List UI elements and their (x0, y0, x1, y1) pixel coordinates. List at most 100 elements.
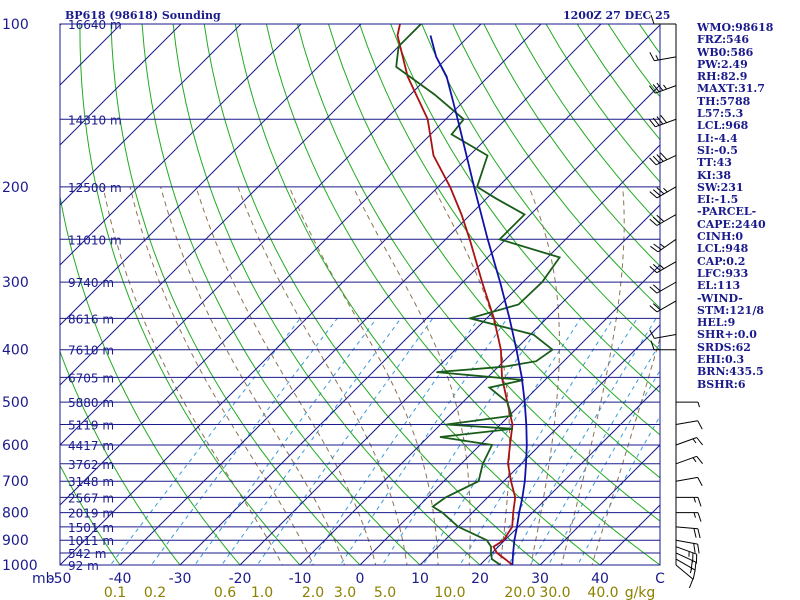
height-label: 8616 m (68, 312, 114, 326)
height-label: 542 m (68, 547, 106, 561)
height-label: 5880 m (68, 396, 114, 410)
mixing-ratio-label: 0.2 (144, 585, 166, 600)
mixing-ratio-line (256, 318, 434, 565)
mixing-ratio-label: 0.6 (214, 585, 236, 600)
height-label: 7610 m (68, 344, 114, 358)
pressure-tick-label: 600 (2, 438, 29, 454)
height-label: 12500 m (68, 181, 122, 195)
height-label: 1011 m (68, 534, 114, 548)
moist-adiabat (102, 186, 284, 565)
index-item: HEL:9 (697, 316, 736, 330)
pressure-tick-label: 500 (2, 395, 29, 411)
wind-barb (675, 420, 703, 430)
mixing-ratio-line (529, 342, 660, 565)
temperature-tick-label: -50 (49, 571, 72, 587)
mixing-ratio-label: 40.0 (587, 585, 618, 600)
index-item: BSHR:6 (697, 377, 746, 391)
index-item: MAXT:31.7 (697, 82, 765, 96)
temperature-tick-label: 30 (531, 571, 549, 587)
height-label: 5119 m (68, 419, 114, 433)
isotherm (359, 264, 660, 565)
sounding-title: BP618 (98618) Sounding (65, 9, 221, 22)
index-item: STM:121/8 (697, 303, 764, 317)
moist-adiabat (352, 186, 471, 565)
index-item: WMO:98618 (697, 21, 774, 34)
index-item: LCL:968 (697, 119, 749, 133)
y-unit-label: mb (32, 571, 55, 587)
dry-adiabat (265, 24, 660, 565)
pressure-tick-label: 700 (2, 474, 29, 490)
dry-adiabat (79, 24, 301, 565)
pressure-tick-label: 1000 (2, 558, 38, 574)
wind-barb (675, 401, 700, 408)
wind-barb (675, 546, 698, 564)
index-item: L57:5.3 (697, 107, 744, 121)
dry-adiabat (483, 24, 660, 267)
height-label: 2019 m (68, 507, 114, 521)
plot-frame (59, 23, 661, 566)
isotherm (539, 444, 660, 565)
mixing-ratio-line (150, 317, 338, 565)
pressure-tick-label: 800 (2, 506, 29, 522)
index-item: RH:82.9 (697, 70, 748, 84)
pressure-tick-label: 300 (2, 275, 29, 291)
dry-adiabat (421, 24, 660, 351)
isotherm (60, 24, 302, 266)
isotherm (239, 144, 660, 565)
index-item: SI:-0.5 (697, 143, 738, 157)
dry-adiabat (234, 24, 601, 565)
wind-barb (649, 261, 677, 274)
wind-barb (650, 14, 676, 25)
wind-barb (649, 281, 677, 294)
isotherm (479, 384, 660, 565)
index-item: EI:-1.5 (697, 193, 739, 207)
index-item: BRN:435.5 (697, 365, 764, 379)
isotherm (60, 24, 182, 146)
temperature-tick-label: -40 (109, 571, 132, 587)
temperature-tick-label: -10 (289, 571, 312, 587)
index-item: SRDS:62 (697, 340, 751, 354)
wind-barb (675, 564, 694, 589)
dewpoint-profile (395, 24, 562, 565)
isotherm (60, 24, 482, 446)
pressure-tick-label: 200 (2, 180, 29, 196)
height-label: 2567 m (68, 491, 114, 505)
isotherm (119, 24, 660, 565)
index-item: KI:38 (697, 168, 732, 182)
index-item: WB0:586 (697, 45, 754, 59)
height-label: 3148 m (68, 475, 114, 489)
dry-adiabat (141, 24, 421, 565)
temperature-tick-label: 40 (591, 571, 609, 587)
mixing-ratio-label: 1.0 (251, 585, 273, 600)
mixing-ratio-unit: g/kg (625, 585, 656, 600)
wind-barb (649, 214, 677, 226)
index-item: FRZ:546 (697, 33, 750, 47)
isotherm (0, 24, 1, 565)
dry-adiabat (203, 24, 541, 565)
isotherm (60, 24, 542, 506)
moist-adiabat (237, 186, 408, 565)
dry-adiabat (60, 464, 121, 565)
wind-barb (650, 238, 677, 253)
mixing-ratio-label: 3.0 (334, 585, 356, 600)
wind-barb (675, 437, 703, 446)
mixing-ratio-line (577, 415, 660, 565)
mixing-ratio-label: 5.0 (374, 585, 396, 600)
dry-adiabat (795, 24, 800, 577)
mixing-ratio-label: 10.0 (434, 585, 465, 600)
height-label: 6705 m (68, 371, 114, 385)
index-item: -WIND- (697, 291, 743, 305)
index-item: CINH:0 (697, 230, 744, 244)
temperature-tick-label: 10 (411, 571, 429, 587)
temperature-tick-label: -30 (169, 571, 192, 587)
height-label: 92 m (68, 559, 99, 573)
wind-barb (649, 300, 677, 313)
height-label: 9740 m (68, 276, 114, 290)
mixing-ratio-line (547, 369, 660, 565)
height-label: 1501 m (68, 521, 114, 535)
index-item: EHI:0.3 (697, 353, 745, 367)
isotherm (60, 24, 242, 206)
pressure-tick-label: 400 (2, 343, 29, 359)
height-label: 4417 m (68, 439, 114, 453)
